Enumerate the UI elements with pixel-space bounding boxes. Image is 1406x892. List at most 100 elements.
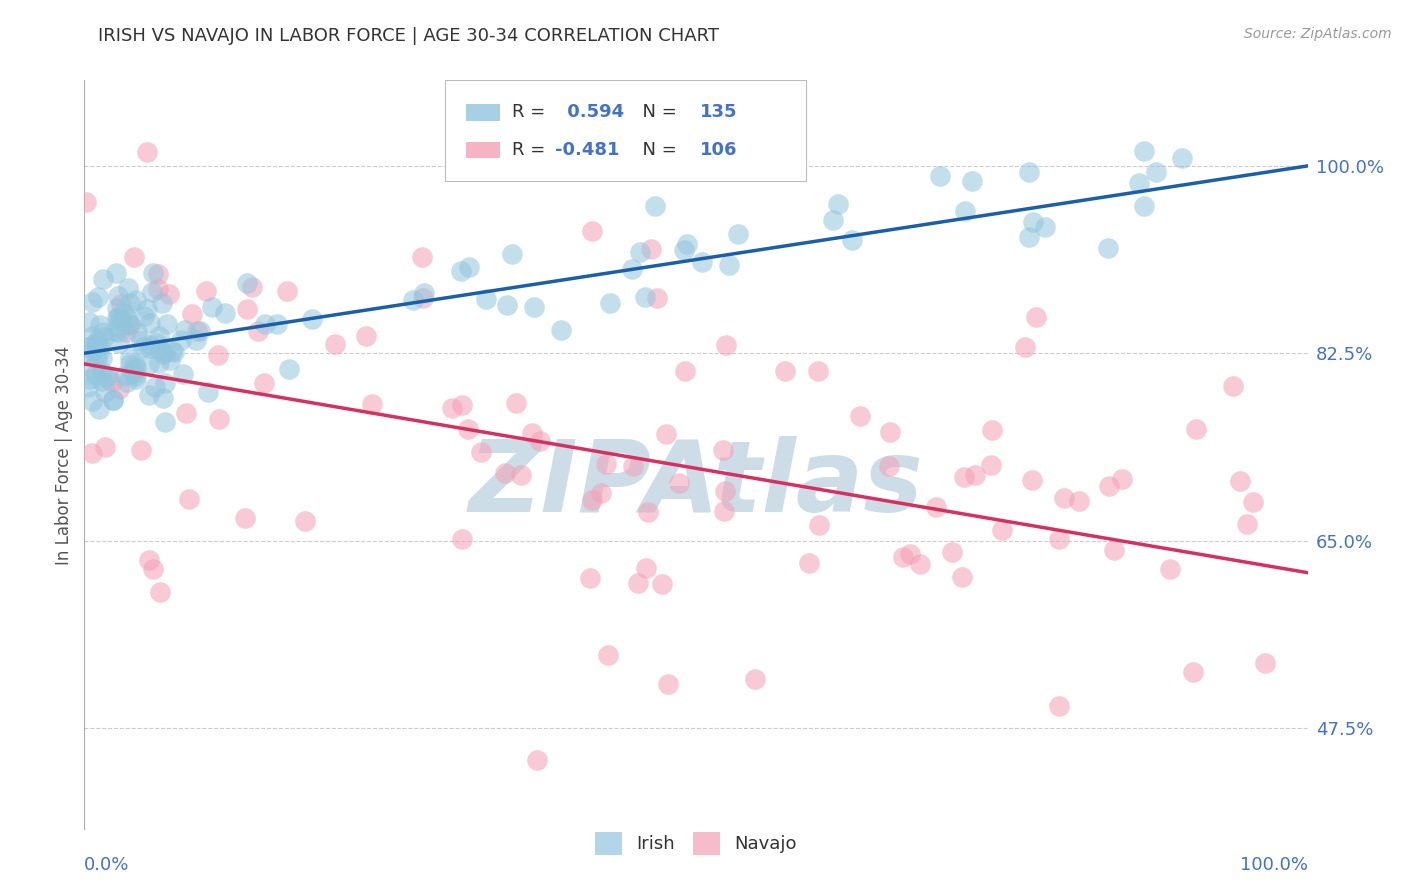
Point — [139, 316, 162, 330]
Point — [510, 468, 533, 483]
Point — [108, 335, 131, 350]
Point — [637, 506, 659, 520]
Point — [236, 301, 259, 316]
Point — [101, 392, 124, 407]
Point — [589, 485, 612, 500]
Point — [276, 284, 298, 298]
Point — [105, 301, 128, 315]
Point — [411, 250, 433, 264]
Point — [595, 457, 617, 471]
Point — [146, 336, 169, 351]
Point — [494, 466, 516, 480]
Point — [120, 367, 142, 381]
Point — [120, 357, 142, 371]
Point — [132, 340, 155, 354]
Y-axis label: In Labor Force | Age 30-34: In Labor Force | Age 30-34 — [55, 345, 73, 565]
Point — [84, 368, 107, 382]
Point — [440, 401, 463, 415]
Point — [118, 318, 141, 332]
Point — [1047, 699, 1070, 714]
Point — [105, 266, 128, 280]
Point — [526, 753, 548, 767]
Point — [120, 317, 142, 331]
Point — [505, 396, 527, 410]
Point — [1133, 145, 1156, 159]
Point — [1144, 165, 1167, 179]
Point — [110, 312, 132, 326]
Point — [1035, 219, 1057, 234]
Text: 135: 135 — [700, 103, 737, 121]
Point — [146, 282, 169, 296]
Point — [148, 355, 170, 369]
Point — [122, 250, 145, 264]
Legend: Irish, Navajo: Irish, Navajo — [588, 825, 804, 862]
Point — [898, 547, 921, 561]
FancyBboxPatch shape — [465, 142, 501, 158]
Point — [596, 648, 619, 662]
Point — [100, 375, 122, 389]
Point — [112, 306, 135, 320]
Point — [148, 329, 170, 343]
Point — [1022, 215, 1045, 229]
Point — [77, 315, 100, 329]
Point — [475, 292, 498, 306]
Point — [195, 284, 218, 298]
Point — [827, 197, 849, 211]
Point — [118, 296, 141, 310]
Point — [139, 338, 162, 352]
Point — [1067, 493, 1090, 508]
Point — [152, 346, 174, 360]
Text: N =: N = — [631, 103, 683, 121]
Point — [965, 467, 987, 482]
Point — [1025, 310, 1047, 324]
Point — [86, 347, 108, 361]
Point — [714, 338, 737, 352]
Point — [581, 224, 603, 238]
Point — [152, 391, 174, 405]
Point — [149, 343, 172, 357]
Point — [692, 255, 714, 269]
Point — [148, 267, 170, 281]
Point — [188, 324, 211, 338]
Point — [451, 398, 474, 412]
FancyBboxPatch shape — [465, 104, 501, 120]
Point — [451, 532, 474, 546]
Point — [80, 295, 103, 310]
Point — [581, 492, 603, 507]
Point — [76, 340, 98, 354]
Point — [93, 326, 115, 340]
Point — [1185, 422, 1208, 436]
Point — [323, 336, 346, 351]
Point — [197, 385, 219, 400]
Point — [149, 585, 172, 599]
FancyBboxPatch shape — [446, 80, 806, 181]
Point — [1222, 378, 1244, 392]
Point — [153, 415, 176, 429]
Point — [93, 330, 115, 344]
Point — [110, 297, 132, 311]
Point — [80, 329, 103, 343]
Point — [891, 550, 914, 565]
Point — [135, 301, 157, 316]
Point — [153, 345, 176, 359]
Point — [412, 286, 434, 301]
Point — [156, 318, 179, 332]
Text: R =: R = — [513, 141, 551, 159]
Point — [87, 290, 110, 304]
Point — [77, 380, 100, 394]
Point — [621, 458, 644, 473]
Point — [115, 325, 138, 339]
Point — [173, 323, 195, 337]
Point — [138, 553, 160, 567]
Point — [523, 300, 546, 314]
Point — [1128, 176, 1150, 190]
Point — [520, 425, 543, 440]
Point — [186, 324, 208, 338]
Text: 100.0%: 100.0% — [1240, 856, 1308, 874]
Point — [253, 376, 276, 391]
Point — [79, 372, 101, 386]
Point — [108, 320, 131, 334]
Point — [634, 561, 657, 575]
Point — [142, 561, 165, 575]
Point — [169, 334, 191, 348]
